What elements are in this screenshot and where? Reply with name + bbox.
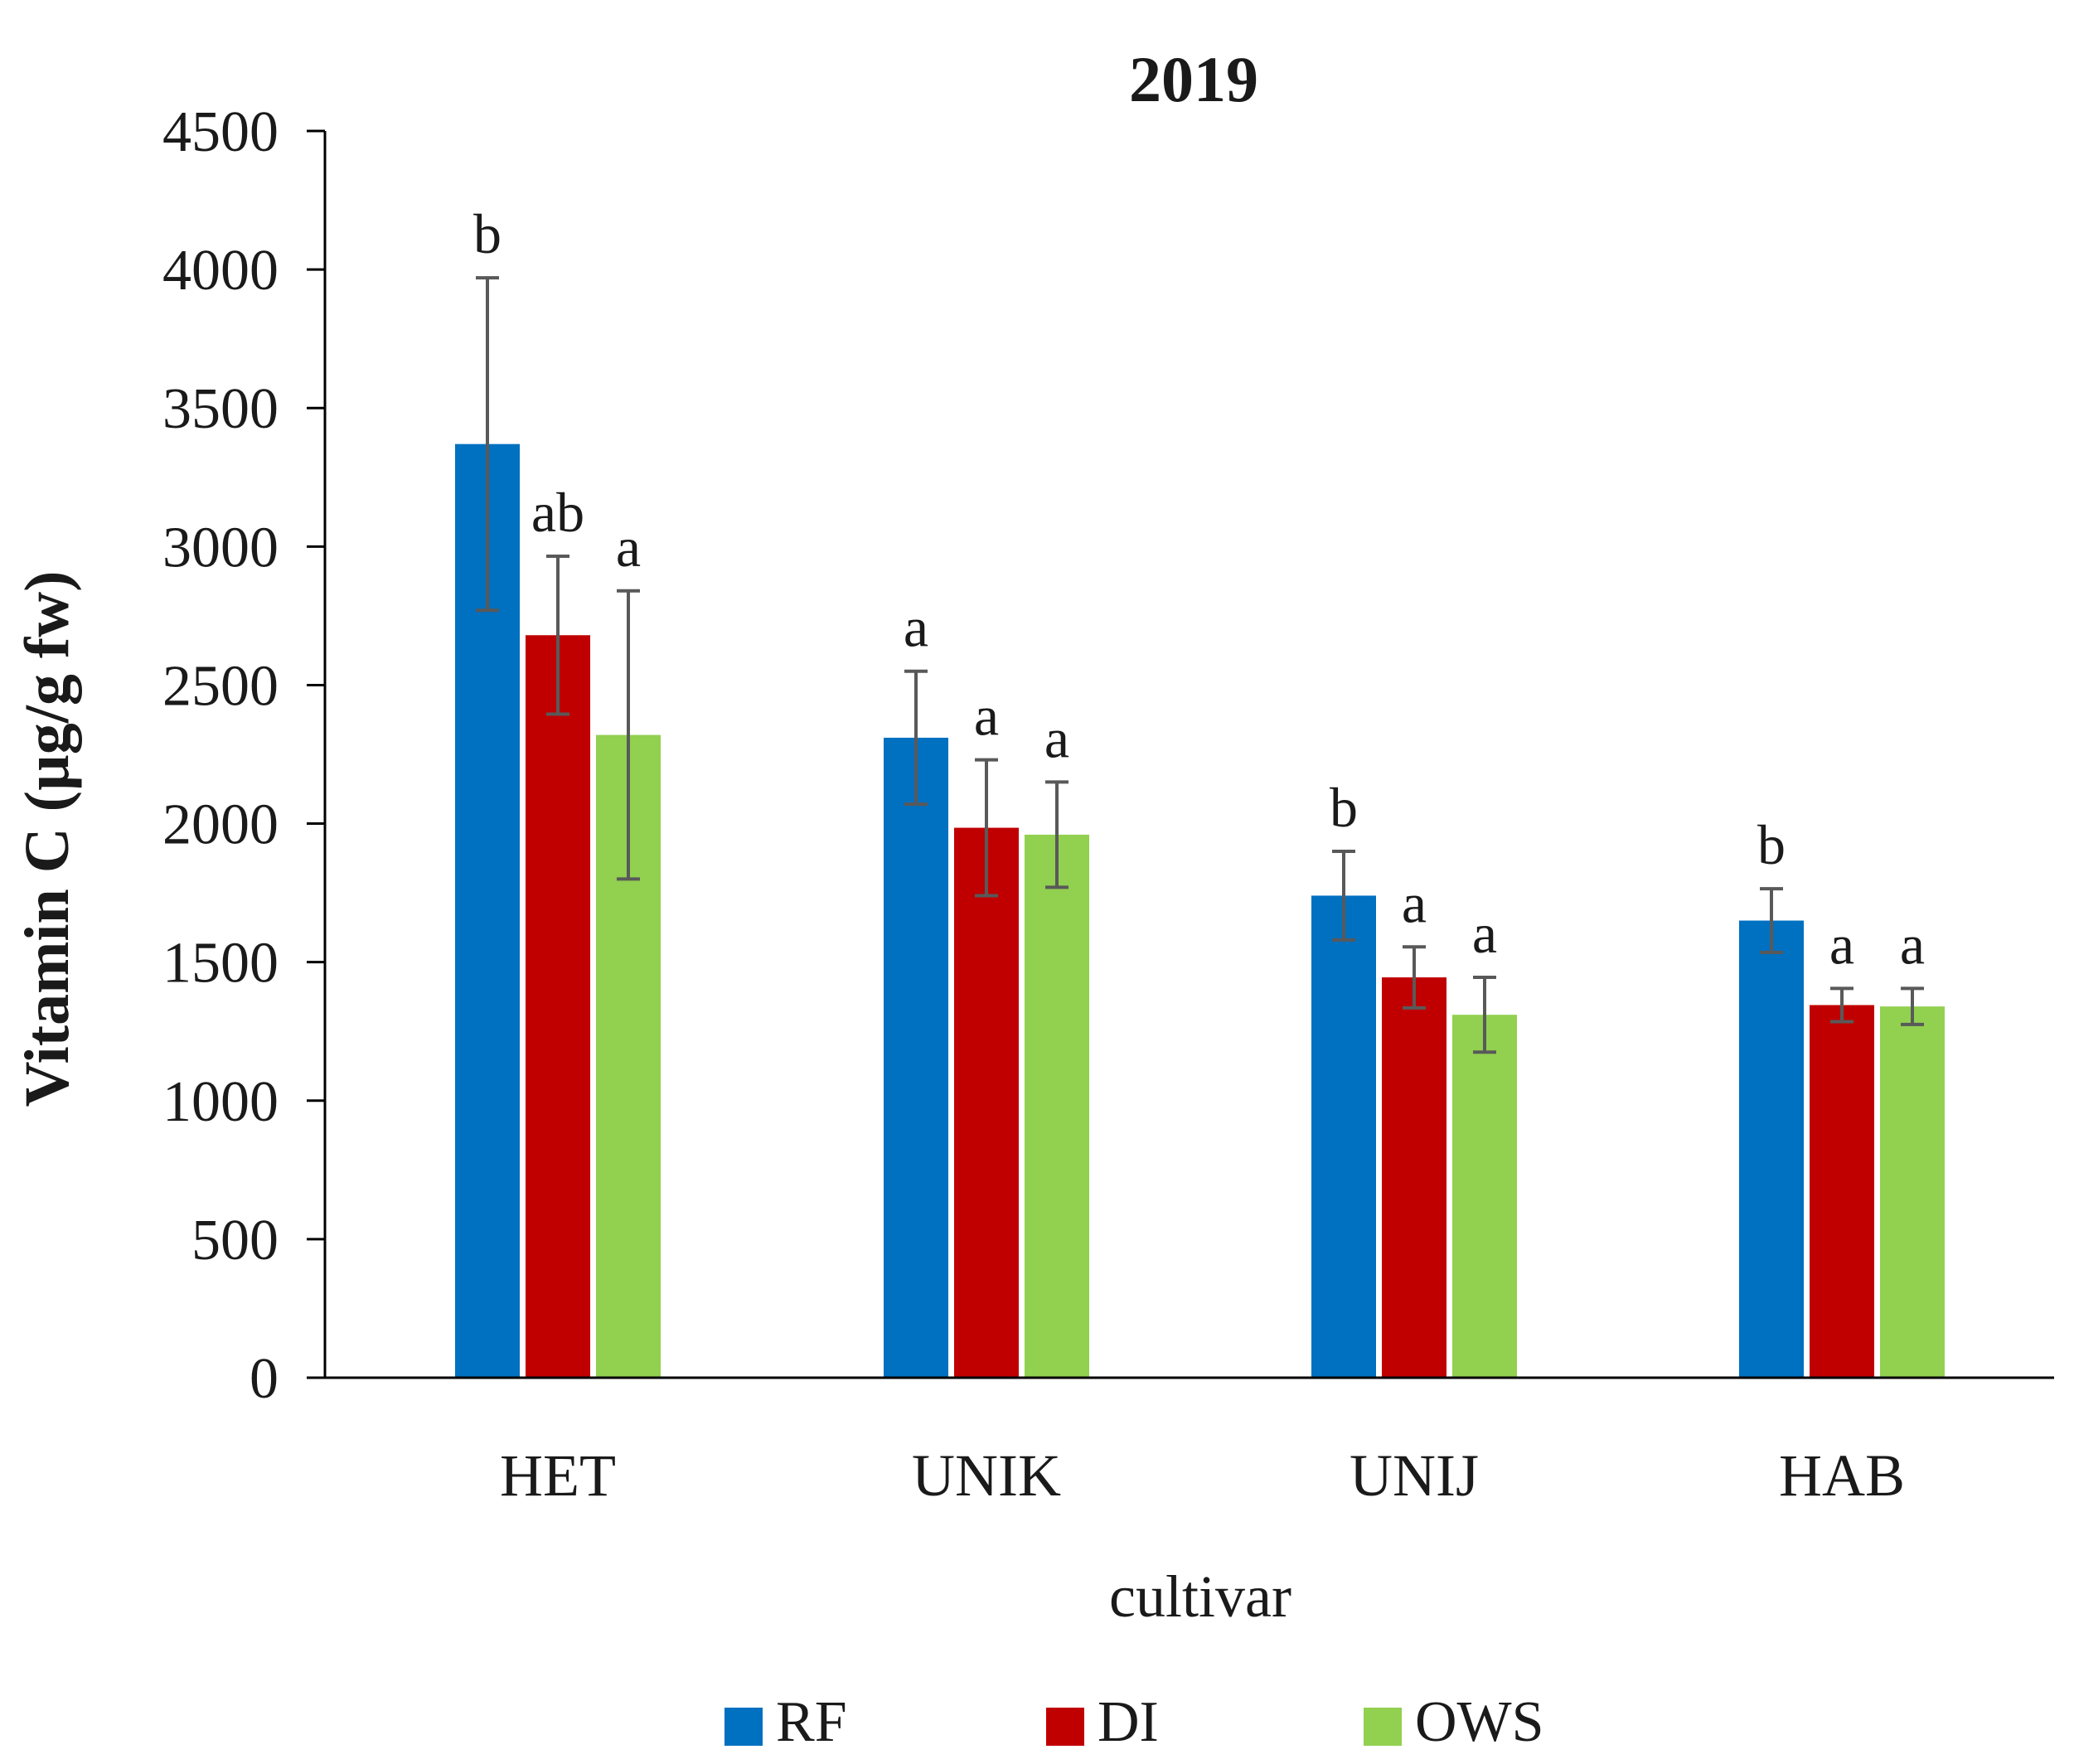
y-tick-label: 3000 [162,516,279,579]
y-tick-label: 1500 [162,932,279,996]
y-tick-label: 500 [191,1209,279,1272]
bar-ows-hab [1880,1006,1945,1378]
significance-letter: a [904,596,928,659]
bar-ows-unik [1025,834,1089,1378]
significance-letter: a [1900,913,1925,976]
bar-di-unik [954,827,1019,1378]
legend-swatch-rf [724,1708,763,1746]
significance-letter: b [1330,776,1358,839]
bar-di-het [526,635,590,1378]
x-tick-labels: HET UNIK UNIJ HAB [500,1442,1905,1509]
errorbars-group [476,276,1924,1054]
y-tick-label: 1000 [162,1070,279,1134]
legend-swatch-di [1046,1708,1084,1746]
bar-ows-unij [1452,1015,1517,1378]
significance-letter: a [1402,871,1427,934]
y-tick-label: 3500 [162,377,279,441]
significance-letter: a [974,685,999,748]
bar-rf-unik [884,737,948,1378]
x-tick-label: HET [500,1442,616,1509]
y-tick-labels: 0 500 1000 1500 2000 2500 3000 3500 4000 4500 [162,100,279,1411]
significance-letter: a [1044,706,1069,769]
bar-rf-unij [1311,895,1376,1378]
y-tick-label: 4500 [162,100,279,164]
significance-letter: a [1472,902,1497,965]
y-axis-label: Vitamin C (µg/g fw) [12,571,82,1107]
y-tick-label: 2500 [162,654,279,718]
x-axis-label: cultivar [1109,1563,1291,1630]
bar-di-hab [1810,1005,1874,1378]
x-tick-label: HAB [1779,1442,1905,1509]
chart-title: 2019 [1129,43,1258,115]
legend-label-rf: RF [776,1690,847,1754]
legend-label-di: DI [1098,1690,1159,1754]
bar-rf-hab [1739,920,1804,1378]
legend-label-ows: OWS [1415,1690,1544,1754]
significance-letter: a [616,516,641,579]
legend: RF DI OWS [724,1690,1544,1754]
significance-letter: b [473,202,502,265]
x-tick-label: UNIK [912,1442,1061,1509]
y-tick-label: 4000 [162,239,279,303]
significance-letter: a [1829,913,1854,976]
significance-letter: b [1757,813,1786,876]
bars-group [455,443,1945,1378]
y-tick-label: 2000 [162,793,279,857]
bar-di-unij [1382,977,1446,1378]
legend-swatch-ows [1364,1708,1402,1746]
y-axis-group [307,129,327,1379]
y-tick-label: 0 [250,1347,279,1411]
significance-letter: ab [531,481,584,544]
x-tick-label: UNIJ [1350,1442,1479,1509]
